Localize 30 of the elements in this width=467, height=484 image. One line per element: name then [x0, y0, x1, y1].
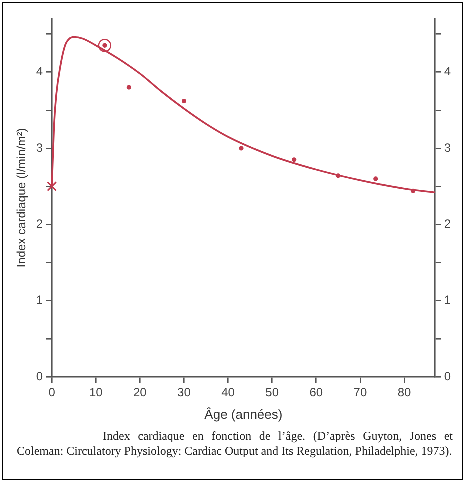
x-tick-label: 40: [222, 386, 236, 400]
point: [292, 158, 297, 162]
point: [126, 85, 132, 90]
x-tick-label: 0: [48, 386, 56, 400]
y2-tick-label: 0: [444, 369, 452, 384]
point: [374, 176, 378, 182]
y-tick-label: 1: [36, 293, 44, 308]
point: [47, 182, 58, 192]
x-tick-label: 10: [89, 386, 104, 400]
y-tick-label: 0: [36, 369, 44, 384]
x-tick-label: 60: [310, 386, 324, 400]
point: [182, 98, 187, 104]
x-tick-label: 80: [398, 386, 412, 400]
x-tick-label: 20: [134, 386, 148, 400]
y-tick-label: 3: [36, 140, 44, 155]
point: [239, 146, 244, 151]
x-axis-title: Âge (années): [204, 406, 283, 422]
y2-tick-label: 2: [444, 216, 452, 231]
text: Index cardiaque en fonction de l’âge. (D’après Guyton, Jones et Coleman: Circulatory Physiology: Cardiac Output and Its Regulation, Philadelphie, 1973).: [17, 429, 453, 459]
x-tick-label: 30: [178, 386, 192, 400]
point: [98, 39, 112, 52]
y2-tick-label: 4: [444, 64, 452, 79]
y2-tick-label: 1: [444, 293, 452, 308]
line-series: [51, 36, 436, 194]
y-tick-label: 4: [36, 64, 44, 79]
y-tick-label: 2: [36, 216, 44, 231]
y-axis-title: Index cardiaque (l/min/m²): [14, 128, 29, 268]
x-tick-label: 70: [354, 386, 368, 400]
x-tick-label: 50: [266, 386, 280, 400]
y2-tick-label: 3: [444, 140, 452, 155]
